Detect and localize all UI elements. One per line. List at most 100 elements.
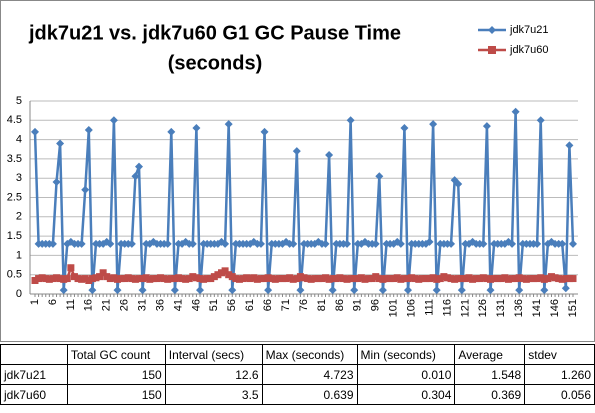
- point: [558, 275, 566, 283]
- point: [314, 275, 322, 283]
- point: [486, 286, 495, 295]
- x-tick-label: 141: [531, 299, 543, 317]
- point: [56, 139, 65, 148]
- point: [457, 286, 466, 295]
- point: [386, 275, 394, 283]
- point: [375, 172, 384, 181]
- x-tick-label: 96: [370, 299, 382, 311]
- point: [558, 239, 567, 248]
- point: [292, 147, 301, 156]
- table-cell: Total GC count: [66, 344, 166, 365]
- y-tick-label: 3: [16, 172, 22, 184]
- point: [138, 286, 147, 295]
- point: [239, 275, 247, 283]
- point: [451, 275, 459, 283]
- point: [109, 116, 118, 125]
- point: [135, 162, 144, 171]
- point: [167, 127, 176, 136]
- point: [397, 275, 405, 283]
- point: [321, 239, 330, 248]
- point: [511, 107, 520, 116]
- point: [218, 269, 226, 277]
- x-tick-label: 91: [352, 299, 364, 311]
- point: [390, 275, 398, 283]
- point: [304, 275, 312, 283]
- point: [375, 275, 383, 283]
- point: [565, 275, 573, 283]
- point: [131, 275, 139, 283]
- point: [92, 274, 100, 282]
- legend-marker: [488, 46, 496, 54]
- point: [99, 269, 107, 277]
- point: [74, 275, 82, 283]
- point: [544, 275, 552, 283]
- table-cell: 0.639: [261, 384, 358, 405]
- y-tick-label: 3.5: [7, 153, 22, 165]
- point: [454, 179, 463, 188]
- point: [318, 275, 326, 283]
- point: [63, 275, 71, 283]
- legend-label: jdk7u60: [509, 44, 549, 56]
- stats-table: Total GC count Interval (secs) Max (second…: [0, 344, 595, 405]
- x-tick-label: 76: [298, 299, 310, 311]
- point: [128, 275, 136, 283]
- point: [42, 275, 50, 283]
- point: [354, 275, 362, 283]
- point: [512, 275, 520, 283]
- point: [536, 116, 545, 125]
- point: [243, 274, 251, 282]
- point: [522, 275, 530, 283]
- point: [113, 275, 121, 283]
- point: [458, 275, 466, 283]
- point: [271, 275, 279, 283]
- point: [81, 185, 90, 194]
- chart-subtitle: (seconds): [168, 52, 262, 74]
- point: [200, 275, 208, 283]
- point: [432, 286, 441, 295]
- point: [329, 275, 337, 283]
- point: [379, 275, 387, 283]
- point: [494, 275, 502, 283]
- point: [368, 275, 376, 283]
- table-cell: 150: [66, 384, 166, 405]
- point: [228, 273, 236, 281]
- point: [307, 275, 315, 283]
- point: [260, 127, 269, 136]
- point: [103, 273, 111, 281]
- point: [235, 275, 243, 283]
- point: [117, 275, 125, 283]
- point: [164, 275, 172, 283]
- point: [561, 284, 570, 293]
- point: [504, 275, 512, 283]
- point: [88, 275, 96, 283]
- point: [483, 275, 491, 283]
- table-cell: 0.010: [356, 364, 456, 385]
- table-cell: 3.5: [164, 384, 263, 405]
- table-cell: 0.304: [356, 384, 456, 405]
- point: [192, 274, 200, 282]
- y-tick-label: 4.5: [7, 114, 22, 126]
- table-header: Total GC count Interval (secs) Max (second…: [0, 344, 595, 365]
- x-tick-label: 116: [441, 299, 453, 317]
- point: [77, 239, 86, 248]
- point: [139, 275, 147, 283]
- x-tick-label: 151: [567, 299, 579, 317]
- x-tick-label: 71: [280, 299, 292, 311]
- point: [225, 271, 233, 279]
- point: [167, 275, 175, 283]
- x-tick-label: 1: [29, 299, 41, 305]
- point: [48, 239, 57, 248]
- point: [476, 275, 484, 283]
- x-tick-label: 86: [334, 299, 346, 311]
- point: [411, 275, 419, 283]
- table-cell: Interval (secs): [164, 344, 263, 365]
- point: [537, 274, 545, 282]
- point: [182, 275, 190, 283]
- y-tick-label: 0.5: [7, 269, 22, 281]
- point: [396, 239, 405, 248]
- point: [400, 275, 408, 283]
- point: [232, 275, 240, 283]
- point: [508, 275, 516, 283]
- point: [157, 274, 165, 282]
- point: [124, 274, 132, 282]
